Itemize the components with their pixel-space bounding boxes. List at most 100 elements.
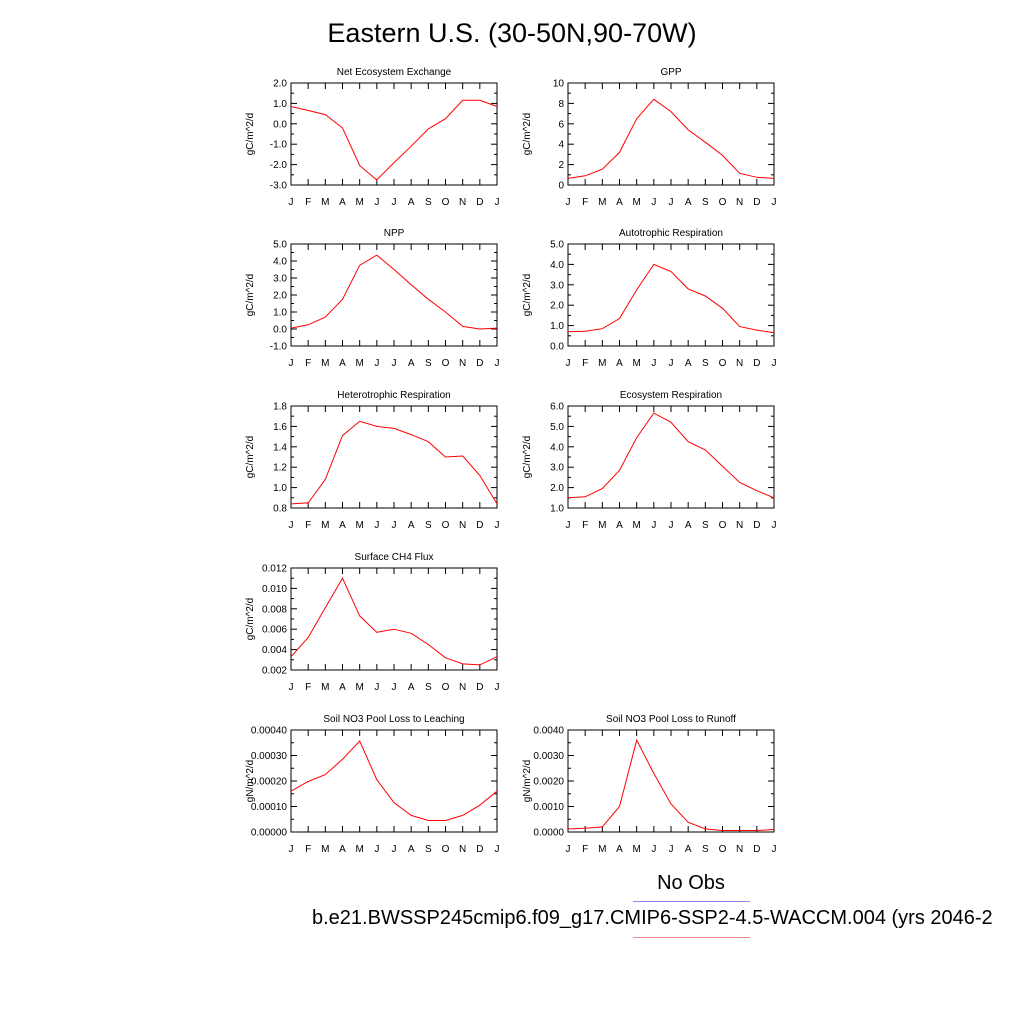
- panel-2-ytick-label: 4: [558, 140, 564, 151]
- panel-7-xtick-label: A: [408, 682, 415, 693]
- panel-6-xtick-label: J: [651, 520, 656, 531]
- panel-5-xtick-label: M: [321, 520, 329, 531]
- panel-1-ytick-label: 1.0: [273, 99, 287, 110]
- panel-3-xtick-label: S: [425, 358, 432, 369]
- panel-6-series-line: [567, 412, 775, 499]
- panel-5-series-line: [290, 420, 498, 505]
- panel-7-xtick-label: N: [459, 682, 466, 693]
- panel-3-ytick-label: 0.0: [273, 325, 287, 336]
- panel-7-xtick-label: O: [442, 682, 450, 693]
- panel-5-xtick-label: M: [355, 520, 363, 531]
- panel-8-xtick-label: M: [355, 844, 363, 855]
- panel-2-ytick-label: 10: [553, 79, 565, 90]
- panel-7-frame: [290, 567, 498, 671]
- panel-7-ytick-label: 0.008: [262, 604, 287, 615]
- panel-1-xtick-label: M: [321, 197, 329, 208]
- panel-8-xtick-label: S: [425, 844, 432, 855]
- panel-2-xtick-label: J: [772, 197, 777, 208]
- panel-7-ytick-label: 0.012: [262, 564, 287, 575]
- panel-7-ytick-label: 0.004: [262, 645, 287, 656]
- panel-5-xtick-label: O: [442, 520, 450, 531]
- panel-9-xtick-label: J: [772, 844, 777, 855]
- panel-2-ytick-label: 6: [558, 119, 564, 130]
- panel-6-xtick-label: M: [598, 520, 606, 531]
- panel-5-xtick-label: A: [339, 520, 346, 531]
- panel-6-xtick-label: J: [669, 520, 674, 531]
- panel-5-ytick-label: 1.4: [273, 442, 287, 453]
- panel-3-ytick-label: 2.0: [273, 291, 287, 302]
- case-label: b.e21.BWSSP245cmip6.f09_g17.CMIP6-SSP2-4…: [312, 907, 993, 929]
- panel-4-frame: [567, 243, 775, 347]
- panel-4-ytick-label: 3.0: [550, 280, 564, 291]
- panel-5-title: Heterotrophic Respiration: [337, 390, 450, 401]
- page-title: Eastern U.S. (30-50N,90-70W): [327, 18, 697, 48]
- panel-2-xtick-label: O: [719, 197, 727, 208]
- panel-6-xtick-label: J: [772, 520, 777, 531]
- panel-5-xtick-label: N: [459, 520, 466, 531]
- panel-7-xtick-label: F: [305, 682, 311, 693]
- panel-4-xtick-label: O: [719, 358, 727, 369]
- panel-6-xtick-label: A: [685, 520, 692, 531]
- panel-9-xtick-label: A: [685, 844, 692, 855]
- panel-4-title: Autotrophic Respiration: [619, 228, 723, 239]
- panel-2-xtick-label: M: [632, 197, 640, 208]
- panel-1-xtick-label: A: [339, 197, 346, 208]
- panel-8-ytick-label: 0.00030: [251, 751, 288, 762]
- panel-6-ytick-label: 3.0: [550, 463, 564, 474]
- panel-8-title: Soil NO3 Pool Loss to Leaching: [323, 714, 464, 725]
- panel-4-ytick-label: 0.0: [550, 342, 564, 353]
- panel-6-xtick-label: D: [753, 520, 760, 531]
- panel-7-xtick-label: M: [321, 682, 329, 693]
- panel-5-xtick-label: J: [289, 520, 294, 531]
- panel-3-frame: [290, 243, 498, 347]
- panel-7-title: Surface CH4 Flux: [355, 552, 434, 563]
- panel-8-ytick-label: 0.00010: [251, 802, 288, 813]
- legend-model-line: [633, 937, 750, 938]
- panel-6-ytick-label: 6.0: [550, 402, 564, 413]
- panel-6-ytick-label: 4.0: [550, 442, 564, 453]
- panel-5-ytick-label: 1.6: [273, 422, 287, 433]
- panel-8-xtick-label: J: [289, 844, 294, 855]
- panel-4-xtick-label: J: [772, 358, 777, 369]
- panel-3-xtick-label: J: [289, 358, 294, 369]
- panel-1-xtick-label: J: [374, 197, 379, 208]
- panel-3-xtick-label: A: [339, 358, 346, 369]
- panel-1-xtick-label: D: [476, 197, 483, 208]
- panel-6-ylabel: gC/m^2/d: [522, 436, 533, 479]
- panel-9-xtick-label: D: [753, 844, 760, 855]
- panel-2-xtick-label: S: [702, 197, 709, 208]
- panel-1-xtick-label: J: [289, 197, 294, 208]
- panel-4-xtick-label: A: [685, 358, 692, 369]
- panel-9-xtick-label: J: [669, 844, 674, 855]
- panel-1-xtick-label: A: [408, 197, 415, 208]
- legend-label: No Obs: [657, 872, 725, 894]
- panel-3-xtick-label: F: [305, 358, 311, 369]
- panel-9-xtick-label: S: [702, 844, 709, 855]
- panel-1-ytick-label: -1.0: [270, 140, 288, 151]
- panel-4-xtick-label: F: [582, 358, 588, 369]
- panel-6-xtick-label: N: [736, 520, 743, 531]
- panel-7-xtick-label: M: [355, 682, 363, 693]
- panel-8-ytick-label: 0.00040: [251, 726, 288, 737]
- panel-6-xtick-label: A: [616, 520, 623, 531]
- panel-4-ytick-label: 5.0: [550, 240, 564, 251]
- panel-4-ytick-label: 2.0: [550, 301, 564, 312]
- panel-4-xtick-label: J: [669, 358, 674, 369]
- panel-9-xtick-label: N: [736, 844, 743, 855]
- panel-1-title: Net Ecosystem Exchange: [337, 67, 452, 78]
- panel-8-xtick-label: J: [392, 844, 397, 855]
- panel-7-xtick-label: S: [425, 682, 432, 693]
- panel-9-series-line: [567, 738, 775, 831]
- panel-4-xtick-label: D: [753, 358, 760, 369]
- panel-6-title: Ecosystem Respiration: [620, 390, 722, 401]
- panel-2-ytick-label: 2: [558, 160, 564, 171]
- panel-2-frame: [567, 82, 775, 186]
- panel-9-xtick-label: J: [566, 844, 571, 855]
- panel-5-xtick-label: F: [305, 520, 311, 531]
- panel-9-xtick-label: M: [598, 844, 606, 855]
- panel-2-xtick-label: J: [566, 197, 571, 208]
- panel-6-ytick-label: 2.0: [550, 483, 564, 494]
- panel-3-xtick-label: J: [374, 358, 379, 369]
- panel-6-ytick-label: 5.0: [550, 422, 564, 433]
- panel-9-ytick-label: 0.0040: [533, 726, 564, 737]
